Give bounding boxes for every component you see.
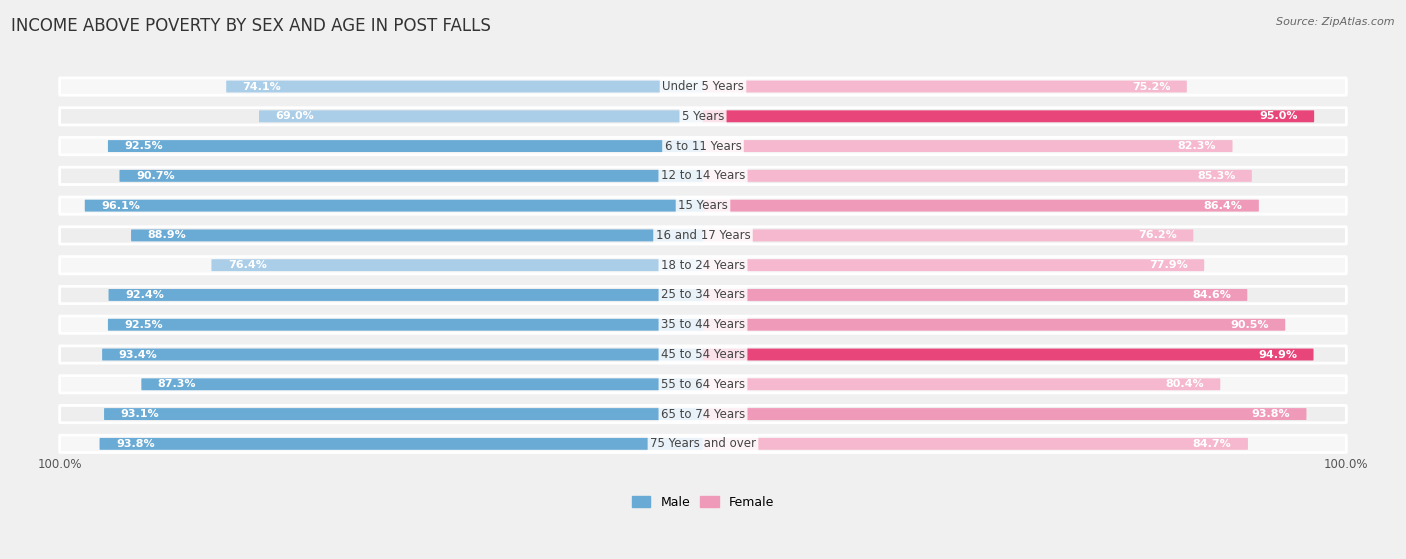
Text: 90.7%: 90.7%: [136, 171, 174, 181]
Text: 90.5%: 90.5%: [1230, 320, 1268, 330]
FancyBboxPatch shape: [108, 319, 703, 331]
FancyBboxPatch shape: [59, 376, 1347, 393]
FancyBboxPatch shape: [131, 229, 703, 241]
Legend: Male, Female: Male, Female: [627, 491, 779, 514]
Text: 85.3%: 85.3%: [1197, 171, 1236, 181]
FancyBboxPatch shape: [703, 289, 1247, 301]
Text: 94.9%: 94.9%: [1258, 349, 1298, 359]
Text: 55 to 64 Years: 55 to 64 Years: [661, 378, 745, 391]
Text: 35 to 44 Years: 35 to 44 Years: [661, 318, 745, 331]
FancyBboxPatch shape: [59, 316, 1347, 333]
FancyBboxPatch shape: [226, 80, 703, 92]
FancyBboxPatch shape: [703, 378, 1220, 390]
FancyBboxPatch shape: [108, 140, 703, 152]
Text: 75 Years and over: 75 Years and over: [650, 437, 756, 451]
Text: 75.2%: 75.2%: [1132, 82, 1170, 92]
Text: 95.0%: 95.0%: [1260, 111, 1298, 121]
FancyBboxPatch shape: [59, 227, 1347, 244]
Text: 87.3%: 87.3%: [157, 380, 197, 389]
FancyBboxPatch shape: [59, 405, 1347, 423]
Text: 86.4%: 86.4%: [1204, 201, 1243, 211]
FancyBboxPatch shape: [703, 229, 1194, 241]
FancyBboxPatch shape: [59, 167, 1347, 184]
FancyBboxPatch shape: [104, 408, 703, 420]
Text: 65 to 74 Years: 65 to 74 Years: [661, 408, 745, 420]
FancyBboxPatch shape: [259, 110, 703, 122]
FancyBboxPatch shape: [59, 286, 1347, 304]
Text: 84.6%: 84.6%: [1192, 290, 1230, 300]
FancyBboxPatch shape: [703, 259, 1204, 271]
Text: 93.8%: 93.8%: [115, 439, 155, 449]
FancyBboxPatch shape: [59, 346, 1347, 363]
FancyBboxPatch shape: [59, 138, 1347, 155]
FancyBboxPatch shape: [703, 80, 1187, 92]
Text: 96.1%: 96.1%: [101, 201, 141, 211]
FancyBboxPatch shape: [59, 108, 1347, 125]
Text: 100.0%: 100.0%: [38, 458, 83, 471]
Text: 74.1%: 74.1%: [243, 82, 281, 92]
FancyBboxPatch shape: [703, 349, 1313, 361]
FancyBboxPatch shape: [703, 170, 1251, 182]
Text: 12 to 14 Years: 12 to 14 Years: [661, 169, 745, 182]
FancyBboxPatch shape: [703, 140, 1233, 152]
FancyBboxPatch shape: [59, 257, 1347, 274]
FancyBboxPatch shape: [120, 170, 703, 182]
Text: 80.4%: 80.4%: [1166, 380, 1204, 389]
Text: 5 Years: 5 Years: [682, 110, 724, 123]
Text: 93.4%: 93.4%: [118, 349, 157, 359]
FancyBboxPatch shape: [108, 289, 703, 301]
Text: 77.9%: 77.9%: [1149, 260, 1188, 270]
Text: 93.1%: 93.1%: [121, 409, 159, 419]
Text: 82.3%: 82.3%: [1178, 141, 1216, 151]
Text: 18 to 24 Years: 18 to 24 Years: [661, 259, 745, 272]
FancyBboxPatch shape: [103, 349, 703, 361]
Text: 92.5%: 92.5%: [124, 141, 163, 151]
Text: Source: ZipAtlas.com: Source: ZipAtlas.com: [1277, 17, 1395, 27]
FancyBboxPatch shape: [703, 200, 1258, 212]
Text: 88.9%: 88.9%: [148, 230, 186, 240]
Text: 45 to 54 Years: 45 to 54 Years: [661, 348, 745, 361]
FancyBboxPatch shape: [84, 200, 703, 212]
Text: 93.8%: 93.8%: [1251, 409, 1291, 419]
Text: INCOME ABOVE POVERTY BY SEX AND AGE IN POST FALLS: INCOME ABOVE POVERTY BY SEX AND AGE IN P…: [11, 17, 491, 35]
FancyBboxPatch shape: [703, 110, 1315, 122]
Text: 84.7%: 84.7%: [1192, 439, 1232, 449]
FancyBboxPatch shape: [703, 408, 1306, 420]
Text: 92.5%: 92.5%: [124, 320, 163, 330]
Text: 15 Years: 15 Years: [678, 199, 728, 212]
FancyBboxPatch shape: [703, 319, 1285, 331]
Text: 76.2%: 76.2%: [1137, 230, 1177, 240]
Text: 92.4%: 92.4%: [125, 290, 165, 300]
Text: Under 5 Years: Under 5 Years: [662, 80, 744, 93]
Text: 25 to 34 Years: 25 to 34 Years: [661, 288, 745, 301]
Text: 16 and 17 Years: 16 and 17 Years: [655, 229, 751, 242]
FancyBboxPatch shape: [142, 378, 703, 390]
Text: 69.0%: 69.0%: [276, 111, 314, 121]
Text: 100.0%: 100.0%: [1323, 458, 1368, 471]
FancyBboxPatch shape: [100, 438, 703, 450]
FancyBboxPatch shape: [59, 435, 1347, 452]
Text: 76.4%: 76.4%: [228, 260, 267, 270]
FancyBboxPatch shape: [59, 197, 1347, 214]
Text: 6 to 11 Years: 6 to 11 Years: [665, 140, 741, 153]
FancyBboxPatch shape: [703, 438, 1249, 450]
FancyBboxPatch shape: [211, 259, 703, 271]
FancyBboxPatch shape: [59, 78, 1347, 95]
